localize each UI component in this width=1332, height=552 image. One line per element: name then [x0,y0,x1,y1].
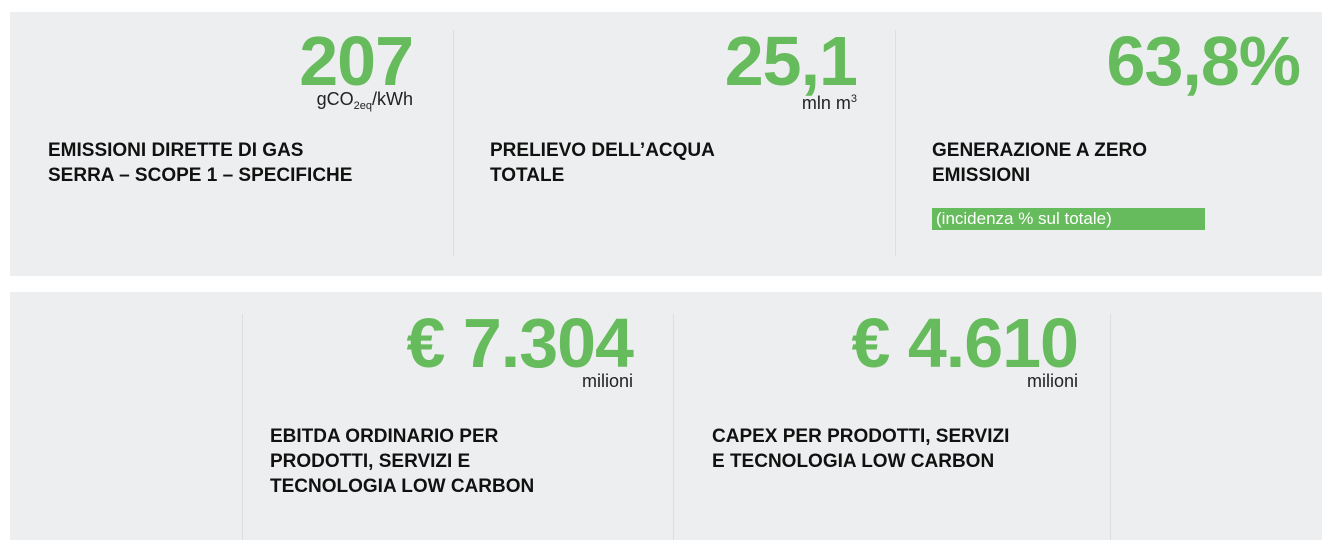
kpi-unit: mln m3 [802,88,857,114]
divider [673,314,674,540]
label-line: EMISSIONI DIRETTE DI GAS [48,140,304,161]
kpi-value: 63,8% [1106,22,1301,100]
kpi-value: 207 [299,22,414,100]
bottom-panel [10,292,1322,540]
label-line: CAPEX PER PRODOTTI, SERVIZI [712,426,1010,447]
unit-part: mln m [801,93,851,113]
label-line: GENERAZIONE A ZERO [932,140,1147,161]
unit-part: milioni [581,371,633,391]
label-line: SERRA – SCOPE 1 – SPECIFICHE [48,165,353,186]
kpi-label: EMISSIONI DIRETTE DI GAS SERRA – SCOPE 1 … [48,138,352,188]
kpi-note: (incidenza % sul totale) [932,208,1205,230]
kpi-label: PRELIEVO DELL’ACQUA TOTALE [490,138,715,188]
label-line: PRODOTTI, SERVIZI E [270,451,471,472]
unit-part: /kWh [371,89,413,109]
kpi-label: GENERAZIONE A ZERO EMISSIONI [932,138,1147,188]
kpi-value: 25,1 [724,22,858,100]
kpi-label: EBITDA ORDINARIO PER PRODOTTI, SERVIZI E T… [270,424,534,499]
divider [895,30,896,256]
label-line: EBITDA ORDINARIO PER [270,426,499,447]
kpi-unit: gCO2eq/kWh [317,88,413,117]
kpi-label: CAPEX PER PRODOTTI, SERVIZI E TECNOLOGIA … [712,424,1009,474]
kpi-value: € 4.610 [851,304,1079,382]
unit-part: gCO [316,89,354,109]
kpi-unit: milioni [1027,370,1078,392]
divider [453,30,454,256]
divider [1110,314,1111,540]
label-line: EMISSIONI [932,165,1031,186]
divider [242,314,243,540]
label-line: PRELIEVO DELL’ACQUA [490,140,715,161]
label-line: TOTALE [490,165,565,186]
top-panel [10,12,1322,276]
kpi-value: € 7.304 [406,304,634,382]
label-line: E TECNOLOGIA LOW CARBON [712,451,995,472]
kpi-unit: milioni [582,370,633,392]
unit-part: 3 [850,93,857,105]
unit-part: milioni [1026,371,1078,391]
unit-part: 2eq [353,100,372,112]
label-line: TECNOLOGIA LOW CARBON [270,476,535,497]
